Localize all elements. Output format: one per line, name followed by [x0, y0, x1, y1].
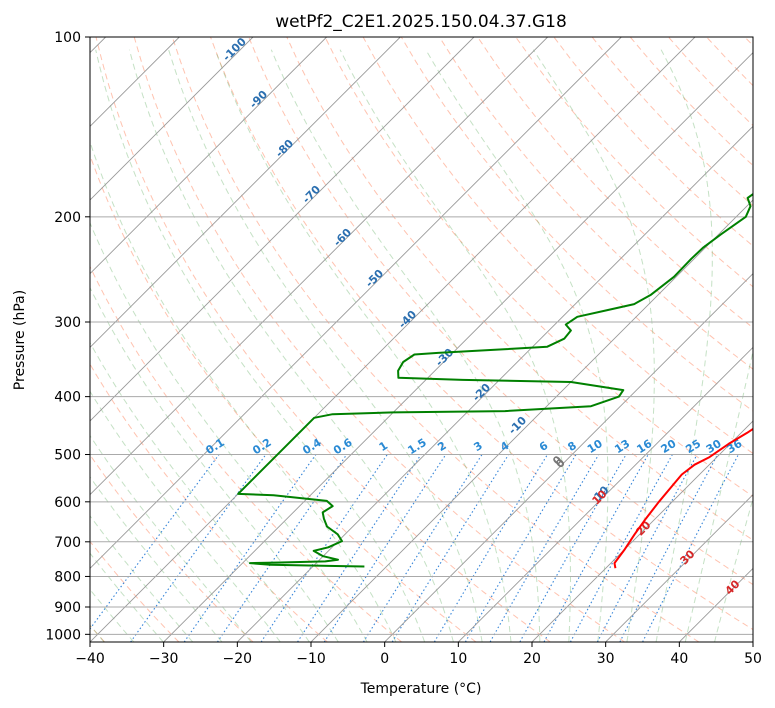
y-axis-ticks: 100 200 300 400 500 600 700 800 900 1000	[45, 30, 90, 643]
y-tick-label: 500	[54, 448, 81, 464]
isotherm-line	[458, 346, 753, 642]
isotherm-line	[531, 420, 753, 642]
dry-adiabat-line	[248, 37, 753, 586]
dry-adiabat-line	[477, 37, 753, 329]
moist-adiabat-line	[90, 390, 281, 642]
moist-adiabat-line	[425, 49, 609, 642]
x-tick-label: −20	[223, 651, 253, 667]
moist-adiabat-line	[168, 49, 483, 642]
dry-adiabat-line	[90, 265, 403, 642]
y-tick-label: 900	[54, 600, 81, 616]
dry-adiabat-line	[95, 37, 551, 642]
isotherm-line	[90, 37, 475, 422]
dry-adiabat-line	[400, 37, 753, 412]
moist-adiabat-line	[90, 221, 368, 642]
x-tick-label: 10	[449, 651, 467, 667]
x-tick-label: 40	[670, 651, 688, 667]
sounding-traces	[237, 192, 753, 569]
x-tick-label: 30	[597, 651, 615, 667]
isotherm-line	[90, 37, 548, 496]
dewpoint-trace	[237, 192, 753, 568]
dry-adiabat-line	[90, 363, 328, 642]
dry-adiabat-line	[438, 37, 753, 370]
moist-adiabat-line	[714, 496, 753, 642]
isotherm-line	[310, 199, 753, 642]
plot-frame	[89, 36, 754, 643]
dry-adiabat-line	[210, 37, 753, 631]
dry-adiabat-line	[90, 153, 477, 642]
mixing-ratio-line	[569, 454, 673, 642]
moist-adiabat-line	[684, 348, 753, 642]
moist-adiabat-line	[128, 49, 454, 642]
mixing-ratio-line	[297, 454, 422, 642]
dry-adiabat-line	[133, 37, 625, 642]
mixing-ratio-line	[130, 454, 267, 642]
moist-adiabat-line	[90, 341, 310, 642]
dry-adiabat-line	[286, 37, 753, 541]
isotherm-line	[237, 125, 753, 642]
dry-adiabat-line	[324, 37, 753, 498]
y-tick-label: 700	[54, 535, 81, 551]
mixing-ratio-line	[90, 454, 220, 630]
moist-adiabat-line	[270, 49, 541, 642]
x-tick-label: −30	[149, 651, 179, 667]
mixing-ratio-line	[464, 454, 577, 642]
moist-adiabat-line	[339, 49, 571, 642]
mixing-ratio-line	[433, 454, 548, 642]
moist-adiabat-line	[90, 515, 194, 642]
isotherm-line	[90, 37, 622, 569]
mixing-ratio-line	[489, 454, 600, 642]
dry-adiabat-line	[362, 37, 753, 455]
moist-adiabat-line	[655, 49, 713, 642]
x-axis-label: Temperature (°C)	[360, 681, 482, 697]
moist-adiabat-line	[90, 434, 252, 642]
y-tick-label: 300	[54, 315, 81, 331]
isotherm-line	[605, 494, 753, 642]
chart-title: wetPf2_C2E1.2025.150.04.37.G18	[275, 12, 567, 32]
mixing-ratio-line	[596, 454, 698, 642]
moist-adiabat-line	[90, 286, 339, 642]
y-tick-label: 600	[54, 495, 81, 511]
background-lines	[90, 37, 753, 642]
moist-adiabat-line	[90, 140, 397, 642]
dry-adiabat-line	[171, 37, 700, 642]
isotherm-line	[90, 37, 401, 348]
mixing-ratio-line	[519, 454, 627, 642]
moist-adiabat-line	[214, 49, 512, 642]
isotherm-line	[90, 37, 254, 201]
x-tick-label: 20	[523, 651, 541, 667]
y-axis-label: Pressure (hPa)	[12, 290, 28, 390]
isotherm-line	[163, 52, 753, 642]
x-tick-label: 50	[744, 651, 762, 667]
mixing-ratio-line	[323, 454, 447, 642]
x-axis-ticks: −40 −30 −20 −10 0 10 20 30 40 50	[75, 642, 762, 667]
moist-adiabat-line	[90, 476, 223, 642]
y-tick-label: 400	[54, 390, 81, 406]
x-tick-label: 0	[380, 651, 389, 667]
y-tick-label: 200	[54, 210, 81, 226]
y-tick-label: 1000	[45, 627, 81, 643]
moist-adiabat-line	[95, 49, 426, 642]
isotherm-line	[90, 37, 327, 275]
isotherm-line	[384, 273, 753, 642]
dry-adiabat-line	[90, 453, 254, 642]
x-tick-label: −10	[296, 651, 326, 667]
isotherm-line	[90, 37, 696, 642]
y-tick-label: 100	[54, 30, 81, 46]
dry-adiabat-line	[515, 37, 753, 288]
x-tick-label: −40	[75, 651, 105, 667]
temperature-trace	[613, 427, 753, 569]
moist-adiabat-line	[532, 49, 655, 642]
y-tick-label: 800	[54, 569, 81, 585]
